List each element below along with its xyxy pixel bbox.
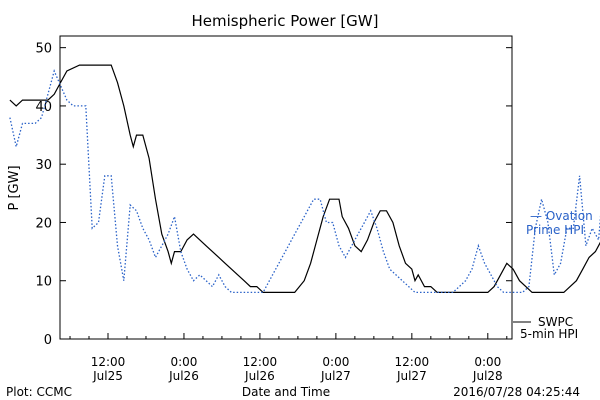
legend-ovation-line1: — Ovation [530, 209, 593, 223]
x-axis-label: Date and Time [242, 385, 330, 399]
plot-frame [59, 35, 513, 340]
x-tick-time-0: 12:00 [91, 355, 126, 369]
x-tick-time-4: 12:00 [395, 355, 430, 369]
legend-swpc-line1: SWPC [538, 315, 573, 329]
series-line-swpc [9, 64, 600, 293]
y-tick-label-40: 40 [35, 100, 52, 115]
x-tick-date-0: Jul25 [92, 369, 123, 383]
x-tick-date-1: Jul26 [168, 369, 199, 383]
footer-plot-credit: Plot: CCMC [6, 385, 72, 399]
chart-title: Hemispheric Power [GW] [192, 12, 379, 30]
y-tick-label-30: 30 [35, 158, 52, 173]
legend-ovation-line2: Prime HPI [526, 223, 584, 237]
x-tick-time-5: 0:00 [474, 355, 501, 369]
legend-ovation: — Ovation Prime HPI [526, 209, 593, 237]
x-tick-date-2: Jul26 [244, 369, 275, 383]
x-tick-time-2: 12:00 [243, 355, 278, 369]
series-line-ovation [9, 69, 600, 294]
y-tick-label-10: 10 [35, 275, 52, 290]
legend-swpc: SWPC 5-min HPI [513, 315, 578, 341]
series-lines [9, 64, 600, 294]
footer-timestamp: 2016/07/28 04:25:44 [453, 385, 580, 399]
y-tick-label-50: 50 [35, 42, 52, 57]
y-ticks: 0 10 20 30 40 50 [35, 42, 512, 348]
x-tick-time-1: 0:00 [170, 355, 197, 369]
x-tick-date-4: Jul27 [396, 369, 427, 383]
x-ticks: 12:00Jul250:00Jul2612:00Jul260:00Jul2712… [69, 333, 508, 383]
x-tick-time-3: 0:00 [322, 355, 349, 369]
legend-swpc-line2: 5-min HPI [520, 327, 578, 341]
y-tick-label-0: 0 [44, 333, 52, 348]
x-tick-date-5: Jul28 [472, 369, 503, 383]
y-tick-label-20: 20 [35, 216, 52, 231]
y-axis-label: P [GW] [7, 165, 22, 210]
x-tick-date-3: Jul27 [320, 369, 351, 383]
